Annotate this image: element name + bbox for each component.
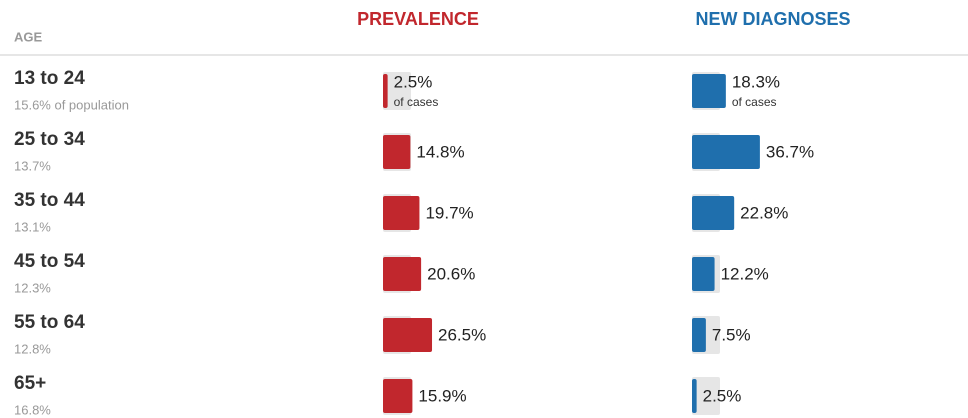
population-label: 15.6% of population (14, 97, 129, 112)
population-label: 12.8% (14, 341, 51, 356)
bar (692, 379, 697, 413)
value-label: 15.9% (418, 386, 466, 405)
age-label: 65+ (14, 373, 46, 394)
value-label: 2.5% (703, 386, 742, 405)
bar (383, 135, 411, 169)
bar-track (383, 72, 411, 110)
bar (383, 257, 422, 291)
age-label: 55 to 64 (14, 312, 85, 333)
value-label: 22.8% (740, 203, 788, 222)
series-header: PREVALENCE (357, 9, 479, 29)
value-label: 2.5% (394, 72, 433, 91)
value-label: 18.3% (732, 72, 780, 91)
column-header: AGE (14, 29, 43, 44)
value-label: 12.2% (721, 264, 769, 283)
bar (383, 74, 388, 108)
bar (692, 318, 706, 352)
population-label: 13.7% (14, 158, 51, 173)
bar (383, 196, 420, 230)
age-label: 45 to 54 (14, 251, 85, 272)
population-label: 13.1% (14, 219, 51, 234)
unit-note: of cases (394, 95, 439, 109)
age-label: 13 to 24 (14, 68, 85, 89)
value-label: 19.7% (425, 203, 473, 222)
age-label: 35 to 44 (14, 190, 85, 211)
value-label: 26.5% (438, 325, 486, 344)
value-label: 7.5% (712, 325, 751, 344)
bar (692, 74, 726, 108)
bar-track (692, 377, 720, 415)
series-header: NEW DIAGNOSES (695, 9, 850, 29)
value-label: 20.6% (427, 264, 475, 283)
unit-note: of cases (732, 95, 777, 109)
population-label: 16.8% (14, 402, 51, 417)
age-label: 25 to 34 (14, 129, 85, 150)
bar (692, 196, 735, 230)
bar (692, 135, 760, 169)
bar (383, 318, 433, 352)
value-label: 36.7% (766, 142, 814, 161)
value-label: 14.8% (416, 142, 464, 161)
bar (692, 257, 715, 291)
population-label: 12.3% (14, 280, 51, 295)
bar (383, 379, 413, 413)
